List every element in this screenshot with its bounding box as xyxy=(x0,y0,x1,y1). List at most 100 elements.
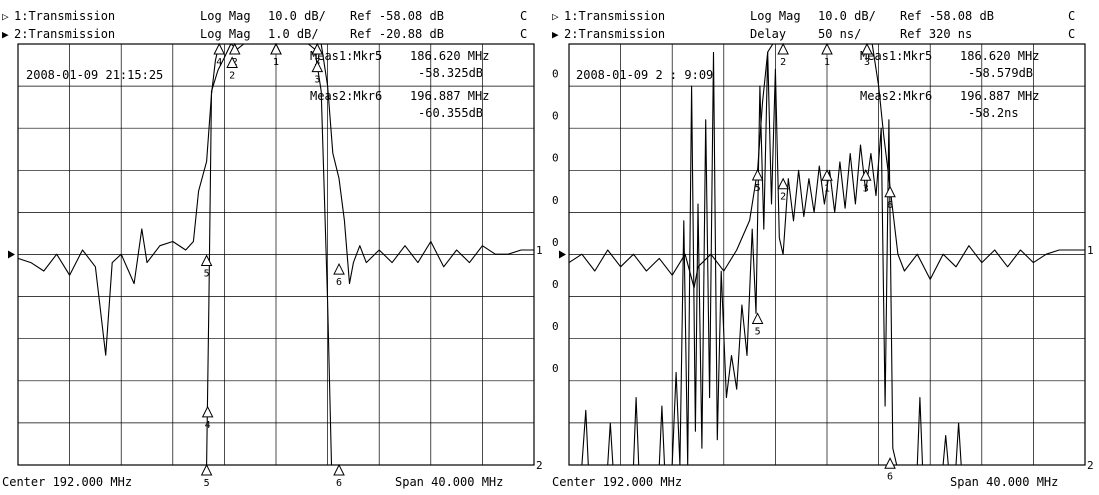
marker-number: 6 xyxy=(887,200,893,211)
marker-number: 5 xyxy=(755,183,761,194)
trace-format: Log Mag xyxy=(750,9,801,23)
marker-number: 1 xyxy=(273,57,279,68)
marker-triangle xyxy=(861,42,873,55)
left-tick-label: 0 xyxy=(552,236,559,249)
marker-triangle xyxy=(213,42,226,55)
timestamp: 2008-01-09 2 : 9:09 xyxy=(576,68,713,82)
trace-reference: Ref -58.08 dB xyxy=(350,9,444,23)
reference-position-arrow xyxy=(8,250,15,259)
left-tick-label: 0 xyxy=(552,110,559,123)
marker-readout-value: -58.325dB xyxy=(418,66,483,80)
marker-readout-label: Meas1:Mkr5 xyxy=(860,49,932,63)
trace-marker-glyph: ▶ xyxy=(2,28,9,41)
trace-2-line xyxy=(18,43,534,466)
marker-number: 6 xyxy=(336,478,342,489)
marker-readout-value: -58.579dB xyxy=(968,66,1033,80)
left-tick-label: 0 xyxy=(552,67,559,80)
marker-triangle xyxy=(228,42,241,55)
marker-number: 1 xyxy=(273,57,279,68)
span-label: Span 40.000 MHz xyxy=(395,475,503,489)
trace-marker-glyph: ▷ xyxy=(2,10,9,23)
trace-format: Log Mag xyxy=(200,9,251,23)
marker-triangle xyxy=(270,42,282,55)
marker-number: 5 xyxy=(204,269,210,280)
marker-number: 6 xyxy=(336,277,342,288)
marker-triangle xyxy=(751,168,764,181)
trace-label: 2:Transmission xyxy=(14,27,115,41)
trace-format: Log Mag xyxy=(200,27,251,41)
chart-panel-2: ▷ 1:Transmission Log Mag 10.0 dB/Ref -58.08… xyxy=(550,0,1099,495)
marker-triangle xyxy=(884,185,896,198)
trace-label: 1:Transmission xyxy=(14,9,115,23)
trace-end-label: 2 xyxy=(536,459,543,472)
marker-readout-label: Meas2:Mkr6 xyxy=(860,89,932,103)
trace-flag: C xyxy=(1068,9,1075,23)
left-tick-label: 0 xyxy=(552,278,559,291)
marker-readout-value: -60.355dB xyxy=(418,106,483,120)
left-tick-label: 0 xyxy=(552,194,559,207)
marker-readout-frequency: 196.887 MHz xyxy=(410,89,489,103)
marker-triangle xyxy=(333,262,345,275)
left-tick-label: 0 xyxy=(552,152,559,165)
trace-end-label: 1 xyxy=(1087,244,1094,257)
trace-reference: Ref 320 ns xyxy=(900,27,972,41)
marker-number: 3 xyxy=(863,183,869,194)
trace-scale: 10.0 dB/ xyxy=(818,9,876,23)
marker-triangle xyxy=(884,457,896,469)
marker-number: 3 xyxy=(314,75,320,86)
marker-triangle xyxy=(201,405,214,418)
center-frequency-label: Center 192.000 MHz xyxy=(552,475,682,489)
span-label: Span 40.000 MHz xyxy=(950,475,1058,489)
marker-number: 2 xyxy=(780,192,786,203)
trace-flag: C xyxy=(520,27,527,41)
trace-scale: 10.0 dB/ xyxy=(268,9,326,23)
reference-position-arrow xyxy=(559,250,566,259)
marker-triangle xyxy=(200,463,213,476)
left-tick-label: 0 xyxy=(552,320,559,333)
trace-label: 2:Transmission xyxy=(564,27,665,41)
marker-readout-frequency: 186.620 MHz xyxy=(960,49,1039,63)
marker-number: 6 xyxy=(887,471,893,482)
marker-readout-frequency: 196.887 MHz xyxy=(960,89,1039,103)
trace-label: 1:Transmission xyxy=(564,9,665,23)
trace-scale: 1.0 dB/ xyxy=(268,27,319,41)
timestamp: 2008-01-09 21:15:25 xyxy=(26,68,163,82)
marker-readout-label: Meas1:Mkr5 xyxy=(310,49,382,63)
trace-marker-glyph: ▶ xyxy=(552,28,559,41)
chart-svg-1: ▷ 1:Transmission Log Mag 10.0 dB/Ref -58.08… xyxy=(2,9,543,489)
trace-reference: Ref -58.08 dB xyxy=(900,9,994,23)
marker-triangle xyxy=(200,254,213,267)
trace-flag: C xyxy=(520,9,527,23)
marker-triangle xyxy=(311,60,324,73)
marker-number: 2 xyxy=(229,70,235,81)
marker-number: 4 xyxy=(205,420,211,431)
chart-svg-2: ▷ 1:Transmission Log Mag 10.0 dB/Ref -58.08… xyxy=(552,9,1094,489)
marker-triangle xyxy=(777,177,789,190)
trace-1-line xyxy=(568,43,1085,289)
marker-readout-frequency: 186.620 MHz xyxy=(410,49,489,63)
marker-number: 1 xyxy=(824,57,830,68)
marker-number: 2 xyxy=(780,57,786,68)
trace-marker-glyph: ▷ xyxy=(552,10,559,23)
marker-number: 5 xyxy=(755,326,761,337)
marker-triangle xyxy=(859,169,872,181)
marker-readout-value: -58.2ns xyxy=(968,106,1019,120)
center-frequency-label: Center 192.000 MHz xyxy=(2,475,132,489)
trace-end-label: 2 xyxy=(1087,459,1094,472)
marker-triangle xyxy=(311,42,324,55)
trace-scale: 50 ns/ xyxy=(818,27,861,41)
marker-number: 1 xyxy=(824,183,830,194)
marker-triangle xyxy=(751,312,764,324)
marker-number: 3 xyxy=(864,57,870,68)
chart-panel-1: ▷ 1:Transmission Log Mag 10.0 dB/Ref -58.08… xyxy=(0,0,549,495)
marker-triangle xyxy=(777,42,789,55)
marker-number: 5 xyxy=(204,478,210,489)
marker-triangle xyxy=(226,56,238,68)
marker-number: 4 xyxy=(216,57,222,68)
trace-end-label: 1 xyxy=(536,244,543,257)
marker-triangle xyxy=(333,463,345,476)
trace-reference: Ref -20.88 dB xyxy=(350,27,444,41)
marker-triangle xyxy=(821,42,833,55)
trace-format: Delay xyxy=(750,27,786,41)
left-tick-label: 0 xyxy=(552,362,559,375)
